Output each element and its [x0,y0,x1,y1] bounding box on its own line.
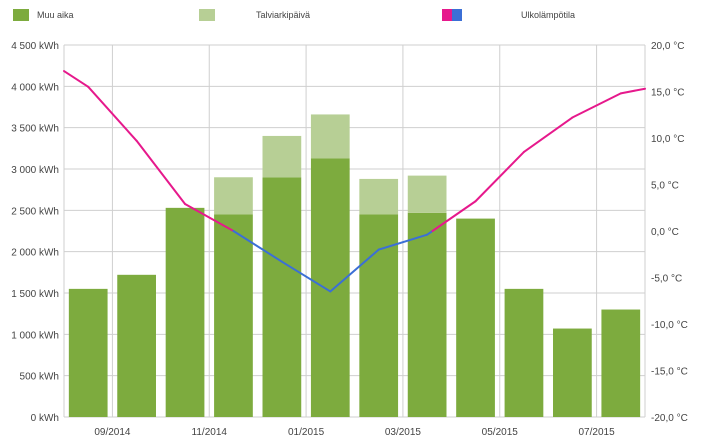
legend-item-talviarkipaiva[interactable]: Talviarkipäivä [199,8,310,22]
temperature-segment [377,233,429,251]
bar-muu-aika [359,214,399,417]
legend-item-muu-aika[interactable]: Muu aika [13,8,74,22]
temperature-segment [135,139,187,206]
temperature-segment [184,203,235,232]
axes: 0 kWh 500 kWh 1 000 kWh 1 500 kWh 2 000 kWh 2… [11,41,688,438]
legend: Muu aika Talviarkipäivä Ulkolämpötila [0,0,701,28]
y-left-tick-label: 500 kWh [20,372,59,383]
bar-muu-aika [456,218,495,417]
temperature-segment [571,92,622,119]
bar-talviarkipaiva [262,135,302,178]
x-tick-label: 03/2015 [385,427,422,438]
bar-muu-aika [553,328,592,417]
x-tick-label: 01/2015 [288,427,325,438]
x-tick-label: 11/2014 [192,427,228,438]
bar-muu-aika [601,309,641,417]
y-left-tick-label: 4 000 kWh [11,82,59,93]
y-left-tick-label: 2 500 kWh [11,206,59,217]
bar-talviarkipaiva [359,178,399,215]
y-right-tick-label: -15,0 °C [651,367,688,378]
temperature-segment [431,200,477,232]
y-left-tick-label: 1 000 kWh [11,330,59,341]
y-right-tick-label: 0,0 °C [651,227,679,238]
legend-label-ulkolampotila: Ulkolämpötila [521,10,576,20]
y-left-tick-label: 0 kWh [31,413,59,424]
legend-label-talviarkipaiva: Talviarkipäivä [256,10,311,20]
y-right-tick-label: 10,0 °C [651,134,684,145]
bar-muu-aika [504,288,544,417]
bar-muu-aika [262,177,302,417]
temperature-segment [280,260,332,293]
legend-label-muu-aika: Muu aika [37,10,74,20]
y-right-tick-label: -20,0 °C [651,413,688,424]
x-tick-label: 09/2014 [94,427,131,438]
temperature-line [63,70,646,293]
temperature-segment [87,85,138,142]
temperature-segment [522,116,574,153]
temperature-segment [232,230,283,263]
bar-muu-aika [214,214,253,417]
y-left-tick-label: 3 500 kWh [11,124,59,135]
y-right-tick-label: 20,0 °C [651,41,684,52]
bar-muu-aika [68,288,108,417]
legend-swatch-ulkolampotila [442,9,462,21]
bar-talviarkipaiva [407,175,447,213]
x-tick-label: 05/2015 [482,427,519,438]
y-right-tick-label: 5,0 °C [651,181,679,192]
temperature-segment [329,248,380,293]
legend-swatch-muu-aika [13,9,29,21]
bar-muu-aika [117,274,156,417]
bars [68,114,641,417]
bar-muu-aika [407,212,447,417]
bar-muu-aika [165,207,205,417]
temperature-segment [426,230,434,236]
bar-talviarkipaiva [214,177,253,215]
temperature-segment [474,150,525,203]
grid [63,44,646,418]
y-left-tick-label: 3 000 kWh [11,165,59,176]
temperature-segment [63,70,90,88]
y-left-tick-label: 2 000 kWh [11,248,59,259]
y-left-tick-label: 4 500 kWh [11,41,59,52]
legend-swatch-talviarkipaiva [199,9,215,21]
temperature-segment [619,87,646,95]
bar-talviarkipaiva [310,114,350,159]
y-right-tick-label: -5,0 °C [651,274,682,285]
y-left-tick-label: 1 500 kWh [11,289,59,300]
x-tick-label: 07/2015 [579,427,616,438]
bar-muu-aika [310,158,350,417]
legend-item-ulkolampotila[interactable]: Ulkolämpötila [442,8,575,22]
y-right-tick-label: -10,0 °C [651,320,688,331]
y-right-tick-label: 15,0 °C [651,88,684,99]
